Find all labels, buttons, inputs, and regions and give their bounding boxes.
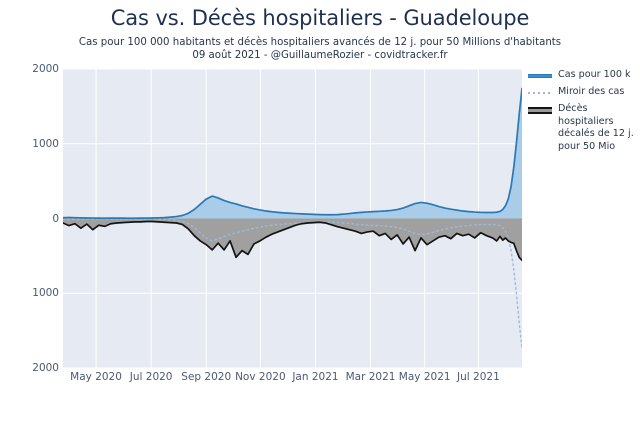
legend-dotted-line-icon (528, 87, 552, 99)
y-tick-label: 1000 (32, 287, 59, 300)
chart-title: Cas vs. Décès hospitaliers - Guadeloupe (110, 6, 530, 30)
cases-line (62, 87, 523, 220)
legend-item-deaths[interactable]: Décès hospitaliers décalés de 12 j. pour… (528, 103, 640, 153)
x-tick-label: Jul 2021 (457, 371, 500, 383)
y-tick-label: 0 (52, 212, 59, 225)
legend-item-label-line3: pour 50 Mio (558, 140, 616, 152)
chart-credit: 09 août 2021 - @GuillaumeRozier - covidt… (192, 50, 448, 61)
y-tick-label: 1000 (32, 137, 59, 150)
x-tick-label: Mar 2021 (345, 371, 396, 383)
legend-item-label-line2: décalés de 12 j. (558, 128, 634, 139)
legend-item-mirror[interactable]: Miroir des cas (528, 86, 640, 99)
x-tick-label: Nov 2020 (235, 371, 286, 383)
plot-area (62, 68, 523, 369)
y-tick-label: 2000 (32, 63, 59, 75)
y-tick-label: 2000 (32, 362, 59, 374)
chart-canvas (62, 68, 523, 369)
legend-solid-dark-line-icon (528, 104, 552, 116)
legend-item-label-line1: Décès hospitaliers (558, 103, 614, 127)
x-tick-label: Jan 2021 (292, 371, 339, 383)
x-tick-label: Sep 2020 (181, 371, 232, 383)
x-tick-label: May 2020 (70, 371, 122, 383)
x-tick-label: May 2021 (398, 371, 451, 383)
legend-item-label: Décès hospitaliers décalés de 12 j. pour… (558, 103, 640, 153)
chart-legend: Cas pour 100 k Miroir des cas Décès hosp… (528, 69, 640, 157)
legend-item-cases[interactable]: Cas pour 100 k (528, 69, 640, 82)
chart-subtitle: Cas pour 100 000 habitants et décès hosp… (78, 37, 562, 48)
x-tick-label: Jul 2020 (129, 371, 173, 383)
legend-item-label: Miroir des cas (558, 86, 625, 97)
y-axis-tick-labels: 2000 1000 0 1000 2000 (12, 63, 59, 374)
legend-solid-blue-line-icon (528, 70, 552, 82)
legend-item-label: Cas pour 100 k (558, 69, 631, 80)
x-axis-tick-labels: May 2020 Jul 2020 Sep 2020 Nov 2020 Jan 2021… (63, 371, 522, 389)
deaths-area (63, 218, 522, 261)
deaths-line (62, 220, 523, 262)
